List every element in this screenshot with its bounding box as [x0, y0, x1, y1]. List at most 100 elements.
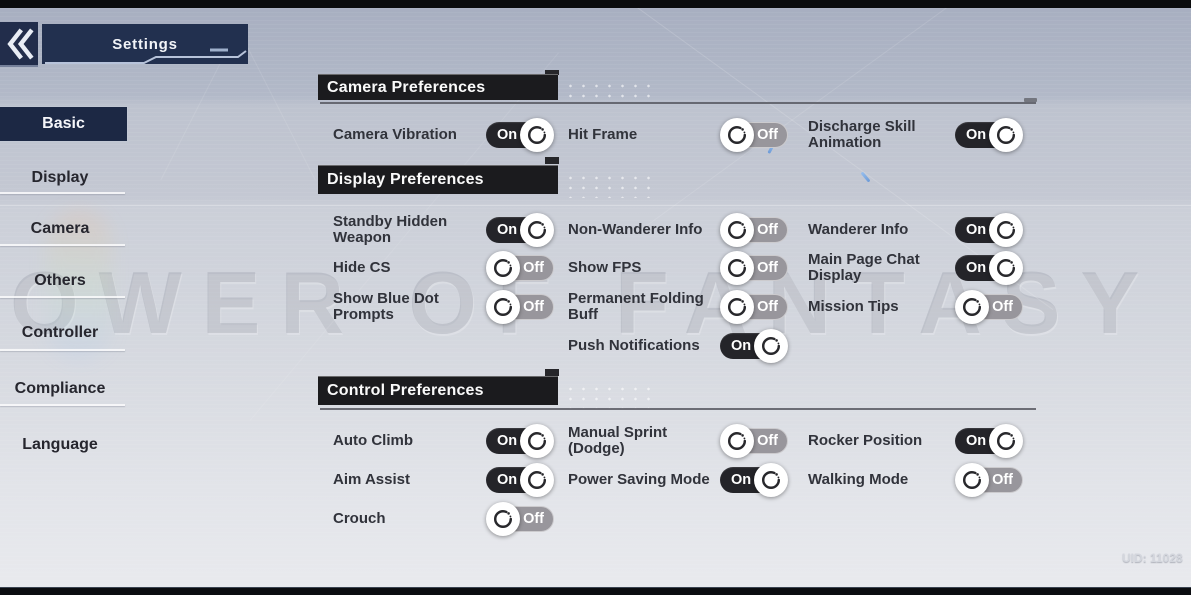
- toggle-push-notifications[interactable]: On: [720, 329, 788, 363]
- sidebar-item-others[interactable]: Others: [34, 272, 86, 289]
- toggle-state-label: Off: [757, 127, 778, 143]
- background-triangle-edge: [237, 28, 316, 181]
- sidebar-item-camera[interactable]: Camera: [30, 220, 90, 237]
- section-header-camera: Camera Preferences: [318, 74, 558, 100]
- toggle-state-label: Off: [523, 260, 544, 276]
- divider-end-tick: [1024, 98, 1037, 102]
- section-tab-mark: [545, 369, 559, 376]
- setting-label-show-fps: Show FPS: [568, 259, 642, 276]
- toggle-state-label: On: [497, 222, 518, 238]
- toggle-auto-climb[interactable]: On: [486, 424, 554, 458]
- toggle-main-page-chat-display[interactable]: On: [955, 251, 1023, 285]
- toggle-hit-frame[interactable]: Off: [720, 118, 788, 152]
- setting-label-show-blue-dot-prompts: Show Blue Dot Prompts: [333, 290, 439, 323]
- toggle-wanderer-info[interactable]: On: [955, 213, 1023, 247]
- sidebar-item-display[interactable]: Display: [31, 169, 89, 186]
- toggle-state-label: Off: [523, 511, 544, 527]
- setting-label-permanent-folding-buff: Permanent Folding Buff: [568, 290, 704, 323]
- page-title: Settings: [112, 35, 178, 53]
- uid-label: UID: 11028: [1122, 551, 1183, 565]
- toggle-knob: [520, 463, 554, 497]
- setting-label-wanderer-info: Wanderer Info: [808, 221, 909, 238]
- toggle-discharge-skill-animation[interactable]: On: [955, 118, 1023, 152]
- setting-label-aim-assist: Aim Assist: [333, 471, 410, 488]
- section-divider-line: [320, 408, 1036, 410]
- toggle-state-label: On: [497, 127, 518, 143]
- setting-label-discharge-skill-animation: Discharge Skill Animation: [808, 118, 916, 151]
- toggle-state-label: Off: [757, 433, 778, 449]
- toggle-knob: [955, 290, 989, 324]
- back-button[interactable]: [0, 22, 38, 67]
- sidebar-divider: [0, 349, 125, 351]
- sidebar-item-controller[interactable]: Controller: [21, 324, 99, 341]
- back-chevron-icon: [7, 28, 34, 59]
- toggle-state-label: On: [966, 433, 987, 449]
- bottom-letterbox-bar: [0, 587, 1191, 595]
- dial-ring-icon: [726, 124, 748, 146]
- toggle-standby-hidden-weapon[interactable]: On: [486, 213, 554, 247]
- toggle-show-fps[interactable]: Off: [720, 251, 788, 285]
- toggle-show-blue-dot-prompts[interactable]: Off: [486, 290, 554, 324]
- setting-label-power-saving-mode: Power Saving Mode: [568, 471, 710, 488]
- setting-label-hide-cs: Hide CS: [333, 259, 391, 276]
- setting-label-manual-sprint-dodge: Manual Sprint (Dodge): [568, 424, 668, 457]
- toggle-mission-tips[interactable]: Off: [955, 290, 1023, 324]
- page-title-box: Settings: [42, 24, 248, 64]
- dial-ring-icon: [995, 124, 1017, 146]
- setting-label-hit-frame: Hit Frame: [568, 126, 638, 143]
- toggle-knob: [486, 251, 520, 285]
- sidebar-divider: [0, 192, 125, 194]
- section-tab-mark: [545, 157, 559, 164]
- toggle-knob: [720, 251, 754, 285]
- dial-ring-icon: [726, 296, 748, 318]
- sidebar-item-compliance[interactable]: Compliance: [14, 380, 106, 397]
- toggle-knob: [520, 424, 554, 458]
- dial-ring-icon: [492, 296, 514, 318]
- section-header-control: Control Preferences: [318, 376, 558, 405]
- dial-ring-icon: [726, 430, 748, 452]
- toggle-state-label: On: [497, 433, 518, 449]
- section-header-display: Display Preferences: [318, 165, 558, 194]
- toggle-knob: [955, 463, 989, 497]
- toggle-non-wanderer-info[interactable]: Off: [720, 213, 788, 247]
- toggle-state-label: On: [731, 472, 752, 488]
- toggle-permanent-folding-buff[interactable]: Off: [720, 290, 788, 324]
- toggle-crouch[interactable]: Off: [486, 502, 554, 536]
- dot-pattern: [562, 381, 652, 409]
- toggle-state-label: On: [966, 260, 987, 276]
- toggle-walking-mode[interactable]: Off: [955, 463, 1023, 497]
- dial-ring-icon: [726, 219, 748, 241]
- setting-label-mission-tips: Mission Tips: [808, 298, 899, 315]
- toggle-manual-sprint-dodge[interactable]: Off: [720, 424, 788, 458]
- setting-label-standby-hidden-weapon: Standby Hidden Weapon: [333, 213, 448, 246]
- top-letterbox-bar: [0, 0, 1191, 8]
- toggle-state-label: On: [966, 222, 987, 238]
- setting-label-camera-vibration: Camera Vibration: [333, 126, 457, 143]
- dial-ring-icon: [995, 257, 1017, 279]
- toggle-aim-assist[interactable]: On: [486, 463, 554, 497]
- rainbow-glare: [46, 210, 112, 360]
- toggle-rocker-position[interactable]: On: [955, 424, 1023, 458]
- dial-ring-icon: [995, 430, 1017, 452]
- toggle-knob: [520, 213, 554, 247]
- toggle-state-label: On: [731, 338, 752, 354]
- setting-label-push-notifications: Push Notifications: [568, 337, 700, 354]
- sidebar-item-basic[interactable]: Basic: [0, 107, 127, 141]
- dial-ring-icon: [961, 469, 983, 491]
- toggle-knob: [720, 118, 754, 152]
- toggle-state-label: Off: [992, 299, 1013, 315]
- toggle-knob: [754, 463, 788, 497]
- background-band: [0, 205, 1191, 206]
- sidebar-divider: [0, 244, 125, 246]
- sidebar-item-language[interactable]: Language: [22, 436, 98, 453]
- toggle-camera-vibration[interactable]: On: [486, 118, 554, 152]
- dial-ring-icon: [526, 124, 548, 146]
- toggle-hide-cs[interactable]: Off: [486, 251, 554, 285]
- setting-label-non-wanderer-info: Non-Wanderer Info: [568, 221, 703, 238]
- section-tab-mark: [545, 70, 559, 75]
- section-divider-line: [320, 102, 1036, 104]
- toggle-power-saving-mode[interactable]: On: [720, 463, 788, 497]
- dial-ring-icon: [492, 257, 514, 279]
- dot-pattern: [562, 170, 652, 198]
- toggle-knob: [989, 251, 1023, 285]
